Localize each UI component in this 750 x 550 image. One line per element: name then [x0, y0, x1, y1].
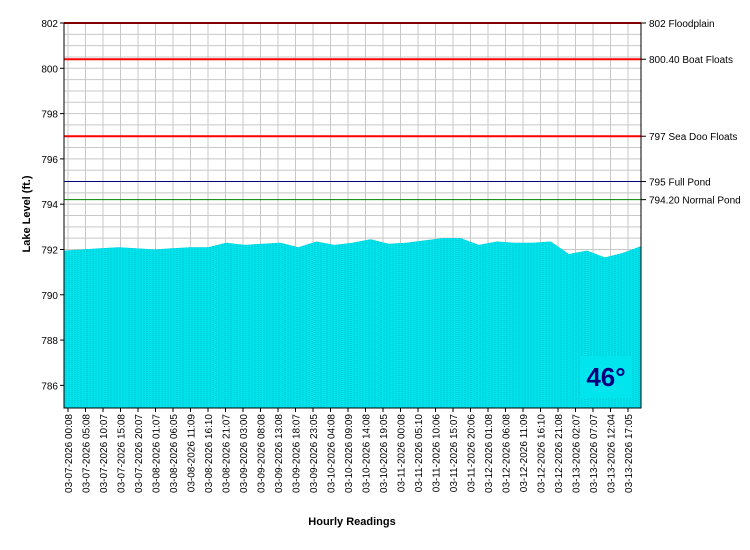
x-tick-label: 03-07-2026 20:07 — [134, 414, 145, 493]
reference-label: 802 Floodplain — [649, 19, 715, 30]
level-area-fill — [64, 238, 641, 408]
temperature-value: 46° — [586, 361, 626, 392]
x-axis-ticks: 03-07-2026 00:08 03-07-2026 05:08 03-07-20… — [64, 408, 635, 493]
x-tick-label: 03-13-2026 02:07 — [572, 414, 583, 493]
x-tick-label: 03-08-2026 21:07 — [222, 414, 233, 493]
reference-lines — [64, 22, 646, 201]
reference-label: 800.40 Boat Floats — [649, 55, 733, 66]
reference-label: 794.20 Normal Pond — [649, 196, 741, 207]
y-tick-label: 792 — [41, 245, 58, 256]
x-tick-label: 03-07-2026 05:08 — [82, 414, 93, 493]
reference-labels: 802 Floodplain 800.40 Boat Floats 797 Sea … — [649, 19, 741, 207]
x-tick-label: 03-13-2026 17:05 — [624, 414, 635, 493]
x-tick-label: 03-10-2026 19:05 — [379, 414, 390, 493]
x-tick-label: 03-12-2026 16:10 — [537, 414, 548, 493]
y-axis-ticks: 786 788 790 792 794 796 798 800 802 — [41, 19, 64, 392]
temperature-badge: 46° — [580, 356, 632, 398]
y-tick-label: 796 — [41, 155, 58, 166]
x-tick-label: 03-11-2026 20:06 — [467, 414, 478, 493]
x-tick-label: 03-09-2026 08:08 — [257, 414, 268, 493]
plot-frame — [63, 22, 642, 409]
reference-label: 797 Sea Doo Floats — [649, 132, 737, 143]
x-tick-label: 03-12-2026 06:08 — [502, 414, 513, 493]
x-tick-label: 03-12-2026 01:08 — [484, 414, 495, 493]
x-tick-label: 03-09-2026 18:07 — [292, 414, 303, 493]
x-tick-label: 03-12-2026 11:09 — [519, 414, 530, 493]
y-tick-label: 788 — [41, 336, 58, 347]
x-tick-label: 03-10-2026 09:09 — [344, 414, 355, 493]
x-tick-label: 03-08-2026 16:10 — [204, 414, 215, 493]
x-tick-label: 03-08-2026 01:07 — [152, 414, 163, 493]
reference-label: 795 Full Pond — [649, 178, 711, 189]
x-tick-label: 03-08-2026 06:05 — [169, 414, 180, 493]
x-tick-label: 03-10-2026 04:08 — [327, 414, 338, 493]
x-tick-label: 03-07-2026 15:08 — [117, 414, 128, 493]
y-tick-label: 786 — [41, 381, 58, 392]
x-tick-label: 03-07-2026 10:07 — [99, 414, 110, 493]
x-tick-label: 03-07-2026 00:08 — [64, 414, 75, 493]
x-tick-label: 03-11-2026 15:07 — [449, 414, 460, 493]
x-axis-title: Hourly Readings — [308, 516, 395, 528]
y-tick-label: 794 — [41, 200, 58, 211]
level-area — [64, 238, 641, 408]
x-tick-label: 03-09-2026 23:05 — [309, 414, 320, 493]
x-tick-label: 03-12-2026 21:08 — [554, 414, 565, 493]
y-tick-label: 800 — [41, 64, 58, 75]
x-tick-label: 03-13-2026 12:04 — [607, 414, 618, 493]
x-tick-label: 03-11-2026 05:10 — [414, 414, 425, 493]
x-tick-label: 03-09-2026 13:08 — [274, 414, 285, 493]
y-tick-label: 802 — [41, 19, 58, 30]
x-tick-label: 03-13-2026 07:07 — [589, 414, 600, 493]
x-tick-label: 03-10-2026 14:08 — [362, 414, 373, 493]
y-axis-title: Lake Level (ft.) — [21, 175, 33, 252]
y-tick-label: 798 — [41, 110, 58, 121]
x-tick-label: 03-08-2026 11:09 — [187, 414, 198, 493]
x-tick-label: 03-11-2026 10:06 — [432, 414, 443, 493]
y-tick-label: 790 — [41, 291, 58, 302]
x-tick-label: 03-09-2026 03:00 — [239, 414, 250, 493]
x-tick-label: 03-11-2026 00:08 — [397, 414, 408, 493]
